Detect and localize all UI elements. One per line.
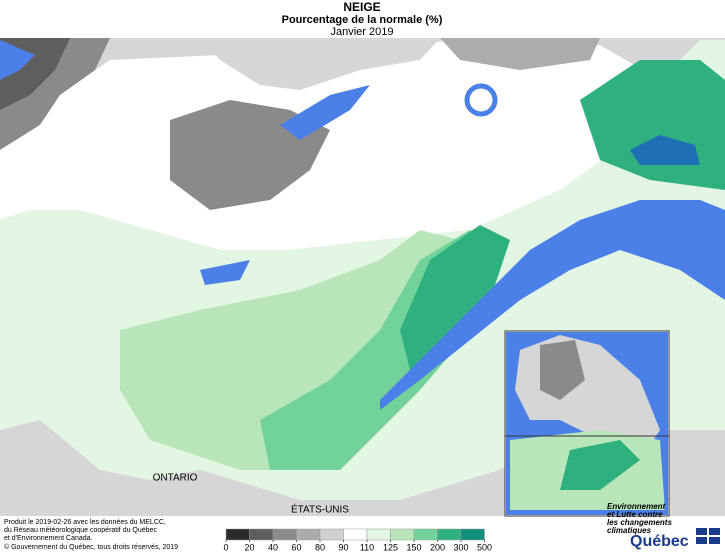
legend-label: 300 (453, 542, 468, 552)
legend-swatch (225, 528, 250, 541)
credits: Produit le 2019-02-26 avec les données d… (4, 519, 178, 551)
title: NEIGE (343, 0, 380, 14)
logo-name: Québec (630, 533, 689, 550)
subtitle: Pourcentage de la normale (%) (282, 14, 443, 26)
legend-label: 0 (223, 542, 228, 552)
inset-extent (504, 435, 670, 517)
place-label: ONTARIO (153, 473, 198, 484)
credit-line: du Réseau météorologique coopératif du Q… (4, 527, 157, 534)
logo: Environnement et Lutte contre les change… (607, 502, 720, 550)
logo-line: et Lutte contre (607, 510, 663, 519)
credit-line: et d'Environnement Canada. (4, 535, 93, 542)
legend-label: 125 (383, 542, 398, 552)
legend-label: 40 (268, 542, 278, 552)
map: ONTARIO ÉTATS-UNIS (0, 38, 725, 516)
legend-label: 20 (244, 542, 254, 552)
land-outside (0, 470, 500, 516)
lake (200, 260, 250, 285)
legend-swatch (437, 528, 462, 541)
very-high-zone (630, 135, 700, 165)
legend-label: 110 (360, 542, 374, 552)
saint-lawrence (380, 200, 725, 410)
legend-swatch (390, 528, 415, 541)
legend-swatch (249, 528, 274, 541)
legend-swatch (460, 528, 485, 541)
inset-map (504, 330, 670, 517)
logo-line: Environnement (607, 502, 666, 511)
legend-label: 80 (315, 542, 325, 552)
legend-swatch (343, 528, 368, 541)
land-outside (200, 38, 440, 90)
inset-high (560, 440, 640, 490)
legend-swatch (366, 528, 391, 541)
legend-swatch (319, 528, 344, 541)
credit-line: © Gouvernement du Québec, tous droits ré… (4, 543, 178, 551)
reservoir (464, 83, 498, 117)
high-zone (400, 225, 510, 370)
legend-label: 500 (477, 542, 492, 552)
place-label: ÉTATS-UNIS (291, 503, 349, 516)
logo-line: climatiques (607, 526, 652, 535)
lake (280, 85, 370, 140)
low-zone (440, 38, 600, 70)
logo-line: les changements (607, 518, 672, 527)
legend-swatch (413, 528, 438, 541)
legend-label: 150 (406, 542, 421, 552)
legend-label: 90 (338, 542, 348, 552)
legend-swatch (296, 528, 321, 541)
period: Janvier 2019 (331, 26, 394, 38)
inset-low (540, 340, 585, 400)
credit-line: Produit le 2019-02-26 avec les données d… (4, 519, 166, 526)
legend-label: 60 (291, 542, 301, 552)
legend: 0 20 40 60 80 90 110 125 150 200 300 500 (223, 528, 492, 552)
legend-label: 200 (430, 542, 445, 552)
legend-swatch (272, 528, 297, 541)
water (0, 40, 35, 80)
